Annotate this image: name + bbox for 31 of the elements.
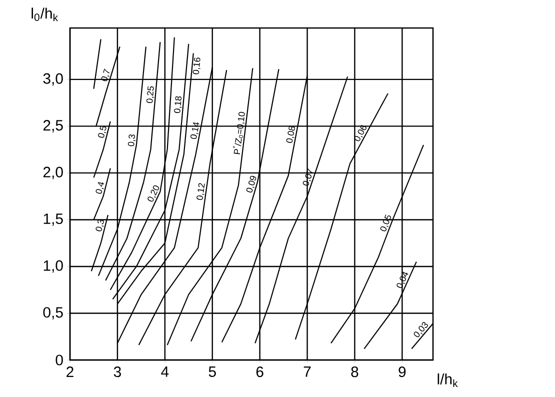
x-tick-label: 6 xyxy=(256,366,264,378)
y-tick-label: 2,5 xyxy=(43,120,63,132)
y-tick-label: 2,0 xyxy=(43,166,63,180)
y-tick-label: 1,0 xyxy=(44,260,63,273)
text: 0,4 xyxy=(96,182,104,194)
text: 0,16 xyxy=(192,58,201,74)
x-tick-label: 2 xyxy=(66,366,74,377)
text: 0,5 xyxy=(98,126,106,138)
text: 0,14 xyxy=(190,122,200,139)
text: 0,09 xyxy=(246,176,256,192)
x-tick-label: 3 xyxy=(114,366,121,378)
text: 0,12 xyxy=(196,183,205,200)
text: 0,08 xyxy=(286,126,295,143)
text: 0,3 xyxy=(128,134,136,146)
y-tick-label: 1,5 xyxy=(44,214,63,226)
y-tick-label: 0 xyxy=(56,354,63,366)
text: 0,3 xyxy=(96,219,104,232)
text: 0,05 xyxy=(380,214,392,232)
text: 0,25 xyxy=(146,86,154,103)
text: P$^{*}$/Z$_{0}$=0,10 xyxy=(232,112,245,154)
text: 0,20 xyxy=(148,185,160,202)
x-tick-label: 4 xyxy=(161,366,169,377)
x-tick-label: 5 xyxy=(208,366,216,377)
y-tick-label: 3,0 xyxy=(43,73,63,86)
y-axis-title: l$_{0}$/h$_{k}$ xyxy=(32,8,58,22)
x-tick-label: 7 xyxy=(304,366,311,377)
x-axis-title: l/h$_{k}$ xyxy=(438,373,458,387)
x-tick-label: 9 xyxy=(398,366,406,378)
y-tick-label: 0,5 xyxy=(43,307,63,320)
text: 0,18 xyxy=(174,96,182,113)
x-tick-label: 8 xyxy=(351,366,358,378)
